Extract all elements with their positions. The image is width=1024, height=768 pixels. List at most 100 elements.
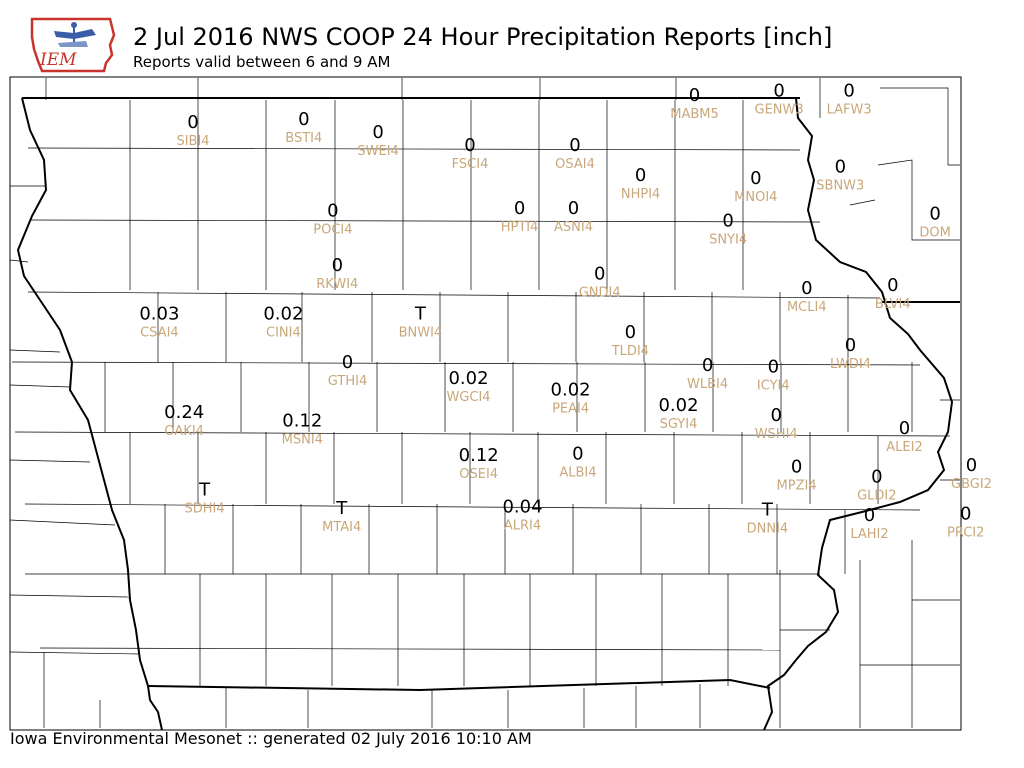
footer-credit: Iowa Environmental Mesonet :: generated … xyxy=(10,729,532,748)
precip-value: 0 xyxy=(960,504,971,525)
station-id-label: GLDI2 xyxy=(857,488,896,503)
precip-value: 0 xyxy=(625,322,636,343)
station-id-label: GENW3 xyxy=(755,103,804,118)
station-id-label: ALBI4 xyxy=(559,466,596,481)
station-id-label: PEAI4 xyxy=(552,401,589,416)
station-id-label: MPZI4 xyxy=(777,478,817,493)
station-id-label: ASNI4 xyxy=(554,220,593,235)
precip-value: 0 xyxy=(464,135,475,156)
station-id-label: TLDI4 xyxy=(611,344,649,359)
station-id-label: CINI4 xyxy=(266,326,301,341)
station-id-label: BNWI4 xyxy=(399,326,443,341)
precip-value: 0 xyxy=(864,505,875,526)
county-grid xyxy=(9,78,960,728)
station-id-label: OAKI4 xyxy=(164,424,204,439)
station-id-label: RKWI4 xyxy=(316,277,358,292)
iem-logo: IEM xyxy=(30,17,116,73)
precip-value: 0 xyxy=(187,112,198,133)
station-id-label: BLVI4 xyxy=(875,297,911,312)
precip-value: 0 xyxy=(722,211,733,232)
precip-value: T xyxy=(335,498,348,519)
precip-value: 0 xyxy=(635,165,646,186)
station-id-label: MCLI4 xyxy=(787,300,827,315)
precip-value: 0 xyxy=(327,201,338,222)
precip-value: 0 xyxy=(298,109,309,130)
precip-value: 0 xyxy=(568,198,579,219)
station-id-label: MTAI4 xyxy=(322,520,361,535)
station-id-label: MABM5 xyxy=(670,107,719,122)
precip-value: 0 xyxy=(750,168,761,189)
station-id-label: SDHI4 xyxy=(185,501,225,516)
precip-value: 0 xyxy=(342,352,353,373)
chart-subtitle: Reports valid between 6 and 9 AM xyxy=(133,53,391,71)
map-frame xyxy=(9,76,962,731)
precip-value: 0.12 xyxy=(459,445,499,466)
station-id-label: DOM xyxy=(919,226,950,241)
precip-value: 0 xyxy=(791,456,802,477)
precip-value: 0 xyxy=(689,85,700,106)
station-id-label: OSEI4 xyxy=(459,467,498,482)
precip-value: 0.12 xyxy=(282,411,322,432)
precip-value: 0 xyxy=(871,466,882,487)
station-id-label: GNDI4 xyxy=(579,286,621,301)
station-id-label: WGCI4 xyxy=(446,390,490,405)
precip-value: 0.02 xyxy=(658,395,698,416)
station-id-label: SNYI4 xyxy=(709,233,747,248)
station-id-label: FSCI4 xyxy=(452,157,489,172)
station-id-label: HPTI4 xyxy=(501,220,539,235)
station-id-label: MNOI4 xyxy=(734,190,777,205)
precip-value: 0 xyxy=(569,135,580,156)
station-id-label: SIBI4 xyxy=(176,134,209,149)
station-id-label: DNNI4 xyxy=(747,521,789,536)
station-id-label: ICYI4 xyxy=(757,378,790,393)
precip-value: 0 xyxy=(372,122,383,143)
precip-value: T xyxy=(761,499,774,520)
precip-value: 0 xyxy=(929,204,940,225)
station-id-label: LAHI2 xyxy=(850,527,888,542)
precip-value: 0 xyxy=(770,405,781,426)
precip-value: 0 xyxy=(332,255,343,276)
station-id-label: LAFW3 xyxy=(827,103,872,118)
precip-value: 0 xyxy=(572,444,583,465)
precip-value: T xyxy=(414,304,427,325)
precip-value: 0 xyxy=(845,335,856,356)
precip-value: 0.02 xyxy=(551,379,591,400)
precip-value: 0.02 xyxy=(263,304,303,325)
